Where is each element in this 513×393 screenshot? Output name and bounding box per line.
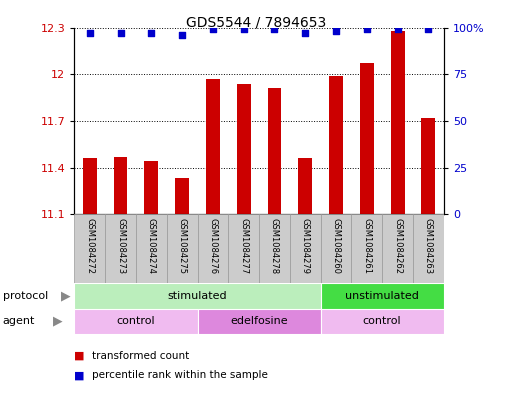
Bar xyxy=(167,214,198,283)
Text: GSM1084274: GSM1084274 xyxy=(147,218,156,274)
Bar xyxy=(329,76,343,214)
Bar xyxy=(422,118,435,214)
Text: GSM1084276: GSM1084276 xyxy=(208,218,218,274)
Bar xyxy=(321,283,444,309)
Bar xyxy=(113,157,127,214)
Text: edelfosine: edelfosine xyxy=(230,316,288,326)
Point xyxy=(86,30,94,36)
Text: GSM1084278: GSM1084278 xyxy=(270,218,279,274)
Text: GSM1084277: GSM1084277 xyxy=(239,218,248,274)
Text: GSM1084279: GSM1084279 xyxy=(301,218,310,274)
Text: GSM1084272: GSM1084272 xyxy=(85,218,94,274)
Text: control: control xyxy=(116,316,155,326)
Bar xyxy=(74,283,321,309)
Bar xyxy=(175,178,189,214)
Point xyxy=(270,26,279,33)
Text: ■: ■ xyxy=(74,370,85,380)
Bar xyxy=(290,214,321,283)
Bar xyxy=(198,214,228,283)
Bar xyxy=(360,63,373,214)
Text: GSM1084260: GSM1084260 xyxy=(331,218,341,274)
Text: ■: ■ xyxy=(74,351,85,361)
Bar xyxy=(206,79,220,214)
Bar xyxy=(228,214,259,283)
Bar xyxy=(351,214,382,283)
Point xyxy=(116,30,125,36)
Bar xyxy=(268,88,281,214)
Point xyxy=(332,28,340,35)
Text: control: control xyxy=(363,316,402,326)
Bar xyxy=(145,161,158,214)
Bar xyxy=(83,158,96,214)
Text: ▶: ▶ xyxy=(61,289,70,302)
Point xyxy=(363,26,371,33)
Text: stimulated: stimulated xyxy=(168,291,227,301)
Bar xyxy=(259,214,290,283)
Bar xyxy=(74,309,198,334)
Text: unstimulated: unstimulated xyxy=(345,291,419,301)
Text: GSM1084275: GSM1084275 xyxy=(177,218,187,274)
Text: GSM1084262: GSM1084262 xyxy=(393,218,402,274)
Text: protocol: protocol xyxy=(3,291,48,301)
Point xyxy=(240,26,248,33)
Bar xyxy=(136,214,167,283)
Bar xyxy=(298,158,312,214)
Text: ▶: ▶ xyxy=(53,315,63,328)
Bar xyxy=(105,214,136,283)
Point xyxy=(301,30,309,36)
Text: GSM1084261: GSM1084261 xyxy=(362,218,371,274)
Text: GSM1084273: GSM1084273 xyxy=(116,218,125,274)
Point xyxy=(393,26,402,33)
Bar xyxy=(382,214,413,283)
Point xyxy=(178,32,186,38)
Text: transformed count: transformed count xyxy=(92,351,190,361)
Text: agent: agent xyxy=(3,316,35,326)
Bar xyxy=(198,309,321,334)
Text: GDS5544 / 7894653: GDS5544 / 7894653 xyxy=(186,16,327,30)
Bar xyxy=(321,309,444,334)
Bar xyxy=(321,214,351,283)
Text: GSM1084263: GSM1084263 xyxy=(424,218,433,274)
Bar xyxy=(413,214,444,283)
Bar xyxy=(236,83,250,214)
Text: percentile rank within the sample: percentile rank within the sample xyxy=(92,370,268,380)
Point xyxy=(209,26,217,33)
Bar xyxy=(74,214,105,283)
Point xyxy=(147,30,155,36)
Bar xyxy=(391,31,404,214)
Point xyxy=(424,26,432,33)
